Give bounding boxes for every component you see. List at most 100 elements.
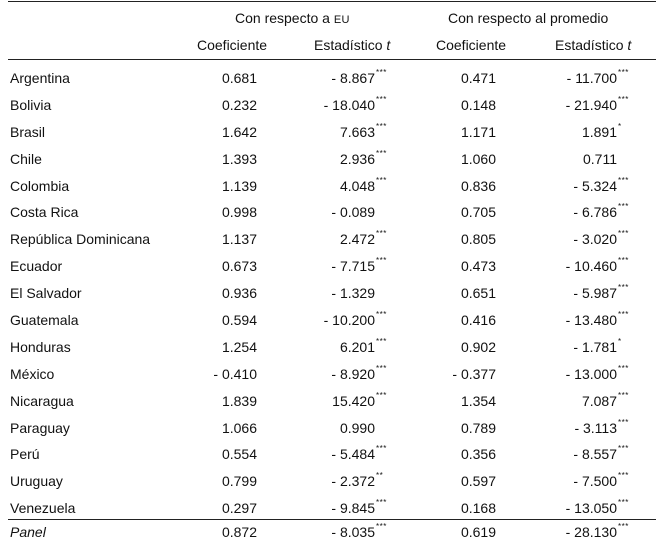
country-name: Uruguay [10, 473, 63, 490]
table-row: Colombia 1.139 4.048 *** 0.836- 5.324 *** [0, 174, 658, 201]
stat-eu-stars: *** [376, 94, 387, 104]
col-header-estadistico-2: Estadístico t [555, 37, 631, 53]
coef-promedio: 0.168 [460, 500, 496, 517]
coef-promedio: 0.356 [460, 446, 496, 463]
coef-eu: 1.066 [221, 419, 257, 436]
stat-eu-value: - 1.329 [331, 285, 375, 302]
stat-eu-stars: *** [376, 498, 387, 508]
stat-promedio-value: - 3.020 [573, 231, 617, 248]
panel-stat-promedio-stars: *** [618, 522, 629, 531]
coef-eu: 1.137 [221, 231, 257, 248]
stat-eu-value: - 18.040 [323, 96, 375, 113]
stat-eu-value: 2.936 [339, 150, 375, 167]
panel-label: Panel [10, 524, 46, 540]
stat-eu: 0.990 [340, 420, 375, 436]
coef-promedio: 0.902 [460, 338, 496, 355]
stat-eu-value: 4.048 [339, 177, 375, 194]
stat-eu: 6.201 *** [340, 337, 386, 355]
country-name: Chile [10, 150, 42, 167]
coef-promedio: 0.805 [460, 231, 496, 248]
country-name: Ecuador [10, 258, 63, 275]
stat-eu: 4.048 *** [339, 176, 386, 194]
stat-eu-stars: *** [376, 148, 387, 158]
stat-promedio: - 3.020 *** [573, 229, 628, 248]
country-name: El Salvador [10, 285, 82, 302]
coef-eu: 1.254 [221, 338, 257, 355]
coef-eu: 0.681 [221, 70, 257, 86]
col-header-coeficiente-1: Coeficiente [197, 37, 268, 53]
stat-promedio-value: 0.711 [583, 150, 617, 167]
coef-promedio: 1.060 [460, 150, 496, 167]
stat-promedio-stars: *** [618, 444, 629, 454]
panel-stat-eu-stars: *** [376, 522, 387, 531]
stat-promedio-value: - 1.781 [573, 338, 617, 355]
country-name: Costa Rica [10, 204, 79, 221]
stat-eu-value: - 2.372 [331, 473, 375, 490]
stat-promedio-value: - 10.460 [565, 258, 617, 275]
table-row: República Dominicana 1.137 2.472 *** 0.805- … [0, 227, 658, 254]
country-name: Nicaragua [10, 392, 74, 409]
coef-eu: 0.594 [221, 312, 257, 329]
group-header-eu-abbrev: EU [333, 14, 350, 26]
col-header-estadistico-2-t: t [627, 37, 632, 53]
stat-promedio-value: - 7.500 [573, 473, 617, 490]
stat-promedio: - 1.781 * [573, 337, 621, 355]
stat-eu: 7.663 *** [339, 122, 386, 140]
stat-eu: - 7.715 *** [331, 256, 386, 274]
coef-eu: 1.839 [221, 392, 257, 409]
stat-eu-stars: *** [376, 175, 387, 185]
stat-promedio: 1.891 * [582, 122, 621, 140]
coef-eu: 1.393 [221, 150, 257, 167]
table-row: Chile 1.393 2.936 *** 1.060 0.711 [0, 147, 658, 174]
stat-eu-value: - 0.089 [331, 204, 375, 221]
header-rule [8, 59, 656, 60]
stat-promedio: - 13.480 *** [566, 310, 629, 328]
col-header-estadistico-1-text: Estadístico [314, 37, 383, 53]
coef-eu: 0.673 [221, 258, 257, 275]
coef-eu: 0.998 [221, 204, 257, 221]
group-header-eu: Con respecto a EU [235, 10, 350, 26]
coef-promedio: 0.789 [460, 419, 496, 436]
stat-eu-value: 7.663 [339, 123, 375, 140]
panel-rule [8, 519, 656, 520]
stat-eu: - 10.200 *** [323, 310, 387, 329]
stat-eu: 2.936 *** [339, 149, 386, 167]
stat-eu: - 1.329 [331, 285, 375, 301]
stat-eu-stars: *** [376, 363, 387, 373]
stat-promedio-stars: * [618, 336, 622, 346]
stat-eu-value: - 10.200 [323, 312, 375, 329]
stat-promedio-value: - 11.700 [566, 70, 617, 86]
panel-coef-eu: 0.872 [221, 524, 257, 540]
stat-promedio-value: - 5.324 [573, 177, 617, 194]
stat-eu-stars: *** [376, 310, 387, 320]
table-row: Uruguay 0.799 - 2.372 ** 0.597 - 7.500 *** [0, 469, 658, 496]
stat-promedio-stars: * [618, 121, 622, 131]
group-header-promedio: Con respecto al promedio [448, 10, 609, 26]
country-name: Colombia [10, 177, 70, 194]
table-body: Argentina 0.681- 8.867 *** 0.471- 11.700 ***… [0, 66, 658, 523]
stat-promedio-value: - 21.940 [565, 96, 617, 113]
table-row: Perú 0.554- 5.484 *** 0.356- 8.557 *** [0, 442, 658, 469]
stat-eu: - 18.040 *** [323, 95, 387, 113]
stat-promedio-value: 7.087 [581, 392, 617, 409]
stat-promedio: - 21.940 *** [565, 95, 629, 113]
coef-promedio: 0.651 [460, 285, 496, 302]
coef-promedio: 1.354 [460, 392, 496, 409]
stat-promedio-value: - 5.987 [573, 285, 617, 302]
stat-eu-stars: *** [376, 121, 387, 131]
table-row: Nicaragua 1.839 15.420 *** 1.354 7.087 *** [0, 389, 658, 416]
stat-eu: - 8.920 *** [331, 364, 386, 382]
coef-eu: 0.232 [221, 96, 257, 113]
stat-promedio: - 10.460 *** [565, 256, 629, 275]
stat-eu-stars: *** [376, 68, 387, 77]
country-name: México [10, 365, 55, 382]
stat-promedio: - 7.500 *** [573, 471, 628, 490]
coef-eu: 0.936 [221, 285, 257, 302]
stat-promedio: - 13.050 *** [566, 498, 629, 516]
table-row: Ecuador 0.673- 7.715 *** 0.473- 10.460 *** [0, 254, 658, 281]
panel-stat-eu-value: - 8.035 [331, 524, 375, 540]
panel-stat-promedio-value: - 28.130 [565, 524, 617, 540]
stat-promedio-stars: *** [618, 202, 629, 212]
stat-promedio: 7.087 *** [581, 391, 628, 409]
